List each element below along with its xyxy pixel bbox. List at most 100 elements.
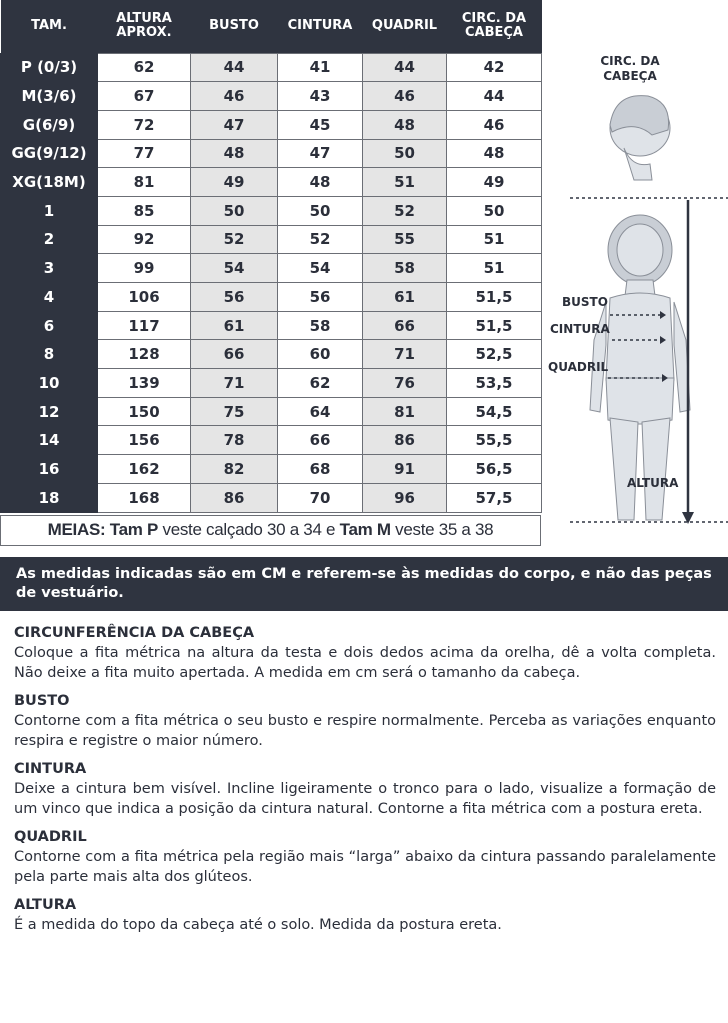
measure-cell: 50 [277,195,363,226]
measure-cell: 62 [97,52,191,83]
guide-section: CIRCUNFERÊNCIA DA CABEÇA Coloque a fita m… [14,623,716,683]
measure-cell: 54 [277,253,363,283]
measure-cell: 66 [277,425,363,456]
column-header: CINTURA [277,0,363,53]
table-row: 12 150 75 64 81 54,5 [0,396,542,427]
guide-section: CINTURA Deixe a cintura bem visível. Incl… [14,759,716,819]
measure-cell: 81 [362,396,447,427]
height-label: ALTURA [627,476,679,490]
waist-label: CINTURA [550,322,610,336]
table-row: 10 139 71 62 76 53,5 [0,368,542,398]
guide-text: É a medida do topo da cabeça até o solo.… [14,917,502,933]
measure-cell: 46 [446,109,542,140]
table-row: 3 99 54 54 58 51 [0,253,542,283]
measure-cell: 60 [277,339,363,370]
socks-size-p-text: veste calçado 30 a 34 [162,520,322,539]
size-cell: M(3/6) [0,81,98,111]
guide-title: QUADRIL [14,829,87,845]
measure-cell: 46 [362,81,447,111]
measure-cell: 86 [190,482,278,513]
guide-section: ALTURA É a medida do topo da cabeça até o… [14,895,716,935]
guide-text: Deixe a cintura bem visível. Incline lig… [14,781,716,817]
size-cell: 14 [0,425,98,456]
table-row: 2 92 52 52 55 51 [0,224,542,255]
measure-cell: 70 [277,482,363,513]
measure-cell: 168 [97,482,191,513]
measure-cell: 62 [277,368,363,398]
measure-cell: 72 [97,109,191,140]
column-header: BUSTO [190,0,278,53]
measure-cell: 117 [97,310,191,341]
size-cell: P (0/3) [0,52,98,83]
measure-cell: 82 [190,454,278,484]
measure-cell: 48 [277,167,363,197]
measure-cell: 54 [190,253,278,283]
table-row: 1 85 50 50 52 50 [0,195,542,226]
measure-cell: 55 [362,224,447,255]
measure-cell: 51 [362,167,447,197]
measure-cell: 48 [446,138,542,169]
guide-section: BUSTO Contorne com a fita métrica o seu b… [14,691,716,751]
measure-cell: 48 [362,109,447,140]
guide-title: CINTURA [14,761,87,777]
measure-cell: 61 [362,282,447,312]
size-cell: 3 [0,253,98,283]
measure-cell: 52 [362,195,447,226]
measure-cell: 77 [97,138,191,169]
measure-cell: 76 [362,368,447,398]
size-cell: 4 [0,282,98,312]
table-row: 16 162 82 68 91 56,5 [0,454,542,484]
measure-cell: 55,5 [446,425,542,456]
table-row: 4 106 56 56 61 51,5 [0,282,542,312]
column-header: ALTURA APROX. [97,0,191,53]
measure-cell: 49 [446,167,542,197]
measure-cell: 67 [97,81,191,111]
measure-cell: 128 [97,339,191,370]
measure-cell: 78 [190,425,278,456]
measure-cell: 81 [97,167,191,197]
guide-text: Contorne com a fita métrica o seu busto … [14,713,716,749]
measure-cell: 51 [446,224,542,255]
measure-cell: 44 [190,52,278,83]
size-cell: 6 [0,310,98,341]
measure-cell: 50 [446,195,542,226]
measure-cell: 51 [446,253,542,283]
table-row: P (0/3) 62 44 41 44 42 [0,52,542,83]
measure-cell: 66 [362,310,447,341]
measure-cell: 50 [362,138,447,169]
size-cell: 18 [0,482,98,513]
child-illustration [570,95,728,524]
socks-size-p: Tam P [109,520,159,539]
measure-cell: 96 [362,482,447,513]
measure-cell: 43 [277,81,363,111]
measurement-guide: CIRCUNFERÊNCIA DA CABEÇA Coloque a fita m… [14,623,716,943]
head-label: CIRC. DA CABEÇA [600,54,660,83]
measure-cell: 47 [277,138,363,169]
measure-cell: 56,5 [446,454,542,484]
measure-cell: 85 [97,195,191,226]
bust-label: BUSTO [562,295,608,309]
guide-text: Coloque a fita métrica na altura da test… [14,645,716,681]
measure-cell: 58 [362,253,447,283]
guide-text: Contorne com a fita métrica pela região … [14,849,716,885]
table-row: 6 117 61 58 66 51,5 [0,310,542,341]
measurement-figure: CIRC. DA CABEÇA BUSTO CINTURA QUADRIL AL… [540,40,728,540]
measure-cell: 52 [190,224,278,255]
measure-cell: 46 [190,81,278,111]
info-banner: As medidas indicadas são em CM e referem… [0,557,728,611]
measure-cell: 68 [277,454,363,484]
measure-cell: 52,5 [446,339,542,370]
measure-cell: 71 [190,368,278,398]
socks-size-m: Tam M [339,520,391,539]
guide-title: CIRCUNFERÊNCIA DA CABEÇA [14,625,255,641]
column-header: CIRC. DA CABEÇA [446,0,542,53]
measure-cell: 75 [190,396,278,427]
socks-and: e [326,520,336,539]
measure-cell: 45 [277,109,363,140]
size-cell: 12 [0,396,98,427]
size-cell: 8 [0,339,98,370]
size-cell: 16 [0,454,98,484]
table-row: 8 128 66 60 71 52,5 [0,339,542,370]
measure-cell: 56 [190,282,278,312]
guide-title: BUSTO [14,693,70,709]
